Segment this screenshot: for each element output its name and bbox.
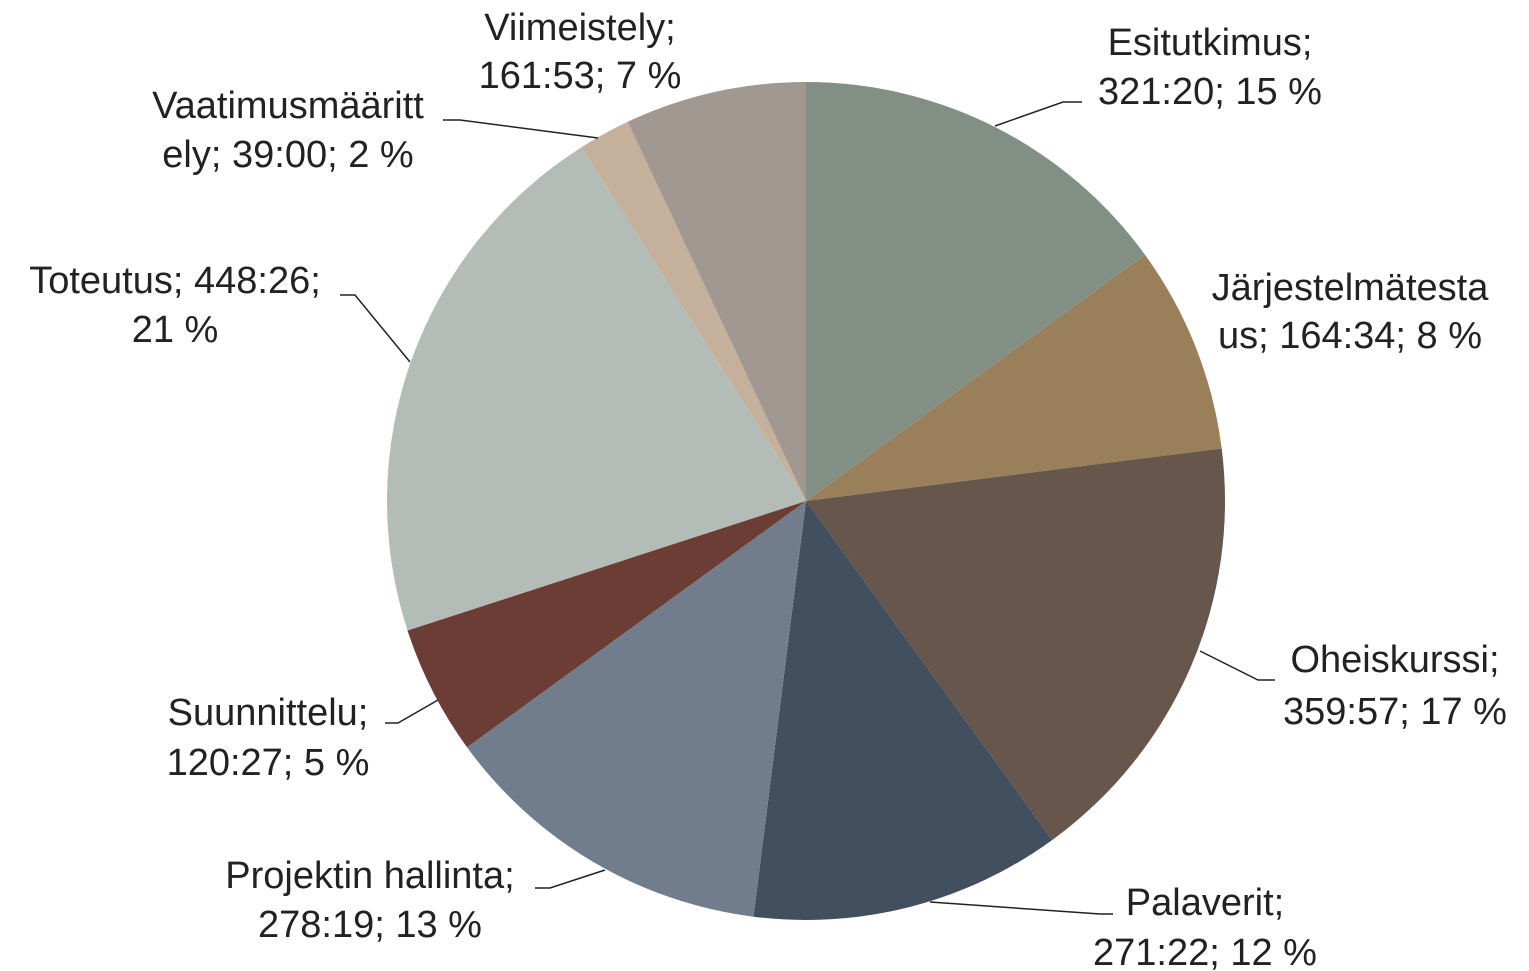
pie-slice [387,147,806,631]
slice-label: 271:22; 12 % [1093,932,1317,971]
slice-label: Projektin hallinta; [225,855,514,897]
pie-slice [806,254,1222,501]
leader-line [443,119,599,139]
slice-label: 321:20; 15 % [1098,71,1322,113]
slice-label: 161:53; 7 % [479,55,682,97]
slice-label: 359:57; 17 % [1283,691,1507,733]
slice-label: Esitutkimus; [1108,22,1313,64]
slice-label: Suunnittelu; [168,692,369,734]
slice-label: Vaatimusmääritt [152,85,424,127]
slice-label: ely; 39:00; 2 % [162,134,413,176]
leader-line [535,869,606,889]
pie-slice [806,82,1145,501]
pie-slice [407,501,806,748]
leader-line [340,294,411,363]
pie-slice [806,448,1225,840]
pie-slice [627,82,806,501]
slice-label: 278:19; 13 % [258,904,482,946]
leader-line [994,101,1082,127]
slice-label: Järjestelmätesta [1212,267,1490,309]
slice-label: Toteutus; 448:26; [29,260,321,302]
slice-label: 120:27; 5 % [167,742,370,784]
leader-line [1199,650,1275,681]
pie-slice [581,121,806,501]
slice-label: us; 164:34; 8 % [1218,315,1482,357]
slice-label: Viimeistely; [484,7,675,49]
pie-slice [467,501,806,917]
slice-label: Oheiskurssi; [1290,639,1499,681]
leader-line [929,901,1113,915]
pie-slice [753,501,1053,921]
leader-line [385,699,439,724]
slice-label: 21 % [132,309,219,351]
slice-label: Palaverit; [1126,882,1284,924]
